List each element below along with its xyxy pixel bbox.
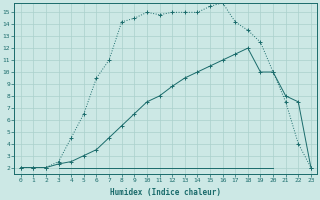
X-axis label: Humidex (Indice chaleur): Humidex (Indice chaleur)	[110, 188, 221, 197]
